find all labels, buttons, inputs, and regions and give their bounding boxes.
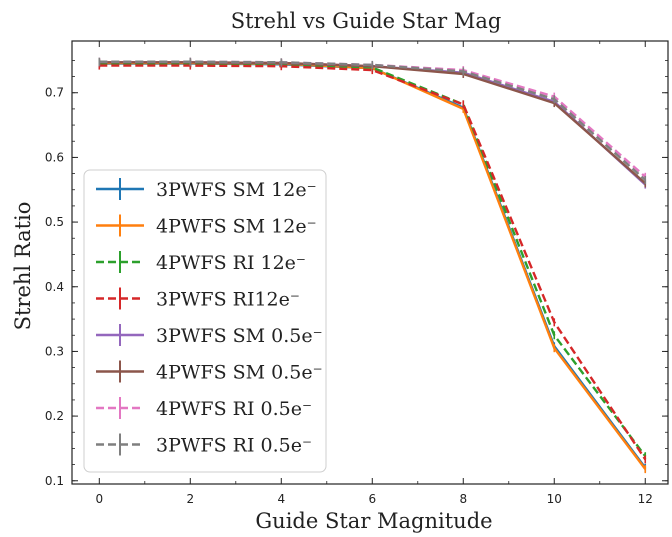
legend-label: 3PWFS SM 12e⁻ — [156, 179, 317, 201]
x-tick-label: 10 — [547, 492, 562, 506]
legend-item: 4PWFS RI 12e⁻ — [96, 251, 306, 274]
x-tick-label: 2 — [186, 492, 194, 506]
x-tick-label: 6 — [368, 492, 376, 506]
chart-title: Strehl vs Guide Star Mag — [231, 9, 502, 33]
legend-item: 4PWFS SM 0.5e⁻ — [96, 360, 323, 384]
legend-label: 4PWFS RI 0.5e⁻ — [156, 398, 312, 420]
legend-label: 3PWFS SM 0.5e⁻ — [156, 325, 323, 347]
x-tick-label: 8 — [459, 492, 467, 506]
x-tick-label: 12 — [638, 492, 653, 506]
legend-item: 4PWFS SM 12e⁻ — [96, 214, 317, 238]
legend-label: 3PWFS RI 0.5e⁻ — [156, 435, 312, 457]
legend-label: 4PWFS RI 12e⁻ — [156, 252, 306, 274]
y-tick-label: 0.4 — [45, 280, 64, 294]
x-tick-label: 4 — [277, 492, 285, 506]
y-tick-label: 0.5 — [45, 215, 64, 229]
legend-item: 3PWFS RI12e⁻ — [96, 287, 300, 311]
series-4 — [98, 58, 647, 189]
series-5 — [98, 58, 647, 188]
series-line — [99, 61, 647, 186]
series-6 — [98, 57, 647, 181]
legend-item: 3PWFS SM 0.5e⁻ — [96, 324, 323, 347]
y-tick-label: 0.7 — [45, 86, 64, 100]
y-tick-label: 0.6 — [45, 150, 64, 164]
legend-item: 3PWFS SM 12e⁻ — [96, 178, 317, 201]
plot-area — [98, 57, 647, 474]
legend-box — [83, 169, 327, 473]
legend: 3PWFS SM 12e⁻ 4PWFS SM 12e⁻ 4PWFS RI 12e⁻ 3… — [83, 169, 327, 473]
x-tick-label: 0 — [95, 492, 103, 506]
x-axis-label: Guide Star Magnitude — [255, 509, 492, 533]
y-axis: 0.1 0.2 0.3 0.4 0.5 0.6 0.7 — [45, 60, 668, 488]
series-line — [99, 60, 647, 181]
y-tick-label: 0.2 — [45, 409, 64, 423]
legend-label: 4PWFS SM 12e⁻ — [156, 216, 317, 238]
y-axis-label: Strehl Ratio — [11, 202, 35, 331]
legend-item: 3PWFS RI 0.5e⁻ — [96, 433, 312, 457]
series-7 — [98, 57, 647, 185]
y-tick-label: 0.1 — [45, 474, 64, 488]
legend-item: 4PWFS RI 0.5e⁻ — [96, 397, 312, 420]
legend-label: 4PWFS SM 0.5e⁻ — [156, 362, 323, 384]
series-line — [99, 61, 647, 185]
y-tick-label: 0.3 — [45, 344, 64, 358]
plot-frame — [71, 40, 669, 485]
x-axis: 0 2 4 6 8 10 12 — [95, 41, 653, 506]
legend-label: 3PWFS RI12e⁻ — [156, 289, 300, 311]
series-line — [99, 60, 647, 178]
